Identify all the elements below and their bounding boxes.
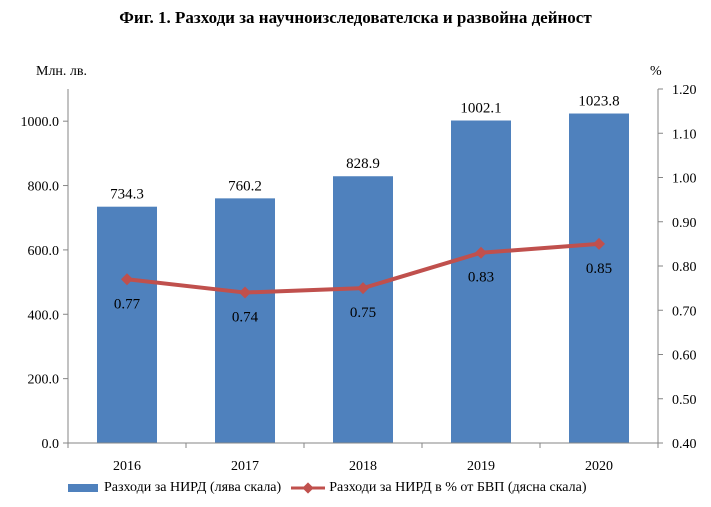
legend-label-line: Разходи за НИРД в % от БВП (дясна скала): [329, 480, 587, 495]
x-tick-label: 2016: [113, 459, 141, 474]
chart-title: Фиг. 1. Разходи за научноизследователска…: [119, 8, 592, 27]
left-tick-label: 0.0: [42, 437, 60, 452]
x-tick-label: 2018: [349, 459, 377, 474]
bar: [97, 206, 157, 443]
line-point-marker: [357, 282, 369, 295]
bar-data-label: 760.2: [228, 178, 262, 194]
bar-data-label: 734.3: [110, 187, 144, 203]
legend-bar-swatch: [68, 484, 98, 492]
line-data-label: 0.77: [114, 296, 141, 312]
right-tick-label: 0.90: [672, 216, 697, 231]
right-tick-label: 1.00: [672, 172, 697, 187]
x-tick-label: 2020: [585, 459, 613, 474]
line-data-label: 0.75: [350, 305, 376, 321]
legend-label-bars: Разходи за НИРД (лява скала): [104, 480, 282, 495]
line-data-label: 0.74: [232, 310, 259, 326]
bar: [215, 198, 275, 443]
x-tick-label: 2017: [231, 459, 259, 474]
line-data-label: 0.85: [586, 261, 612, 277]
right-tick-label: 0.80: [672, 260, 697, 275]
left-tick-label: 200.0: [28, 373, 60, 388]
left-tick-label: 1000.0: [21, 115, 60, 130]
bar: [569, 113, 629, 443]
legend-item-bars: Разходи за НИРД (лява скала): [68, 480, 281, 496]
left-axis-unit: Млн. лв.: [36, 64, 88, 79]
line-point-marker: [239, 286, 251, 299]
bar: [451, 120, 511, 444]
chart-legend: Разходи за НИРД (лява скала) Разходи за …: [68, 480, 597, 496]
line-data-label: 0.83: [468, 270, 494, 286]
legend-line-swatch: [291, 482, 326, 494]
right-tick-label: 1.20: [672, 83, 697, 98]
bar-data-label: 1023.8: [578, 94, 619, 110]
left-tick-label: 400.0: [28, 308, 60, 323]
right-tick-label: 0.40: [672, 437, 697, 452]
right-tick-label: 1.10: [672, 127, 697, 142]
bar-data-label: 828.9: [346, 156, 380, 172]
line-point-marker: [593, 237, 605, 250]
right-tick-label: 0.50: [672, 393, 697, 408]
x-tick-label: 2019: [467, 459, 495, 474]
right-tick-label: 0.70: [672, 304, 697, 319]
bar: [333, 176, 393, 443]
line-point-marker: [121, 273, 133, 286]
left-tick-label: 800.0: [28, 180, 60, 195]
bar-data-label: 1002.1: [460, 101, 501, 117]
legend-item-line: Разходи за НИРД в % от БВП (дясна скала): [291, 480, 587, 496]
left-tick-label: 600.0: [28, 244, 60, 259]
right-axis-unit: %: [650, 64, 662, 79]
right-tick-label: 0.60: [672, 349, 697, 364]
line-point-marker: [475, 246, 487, 259]
